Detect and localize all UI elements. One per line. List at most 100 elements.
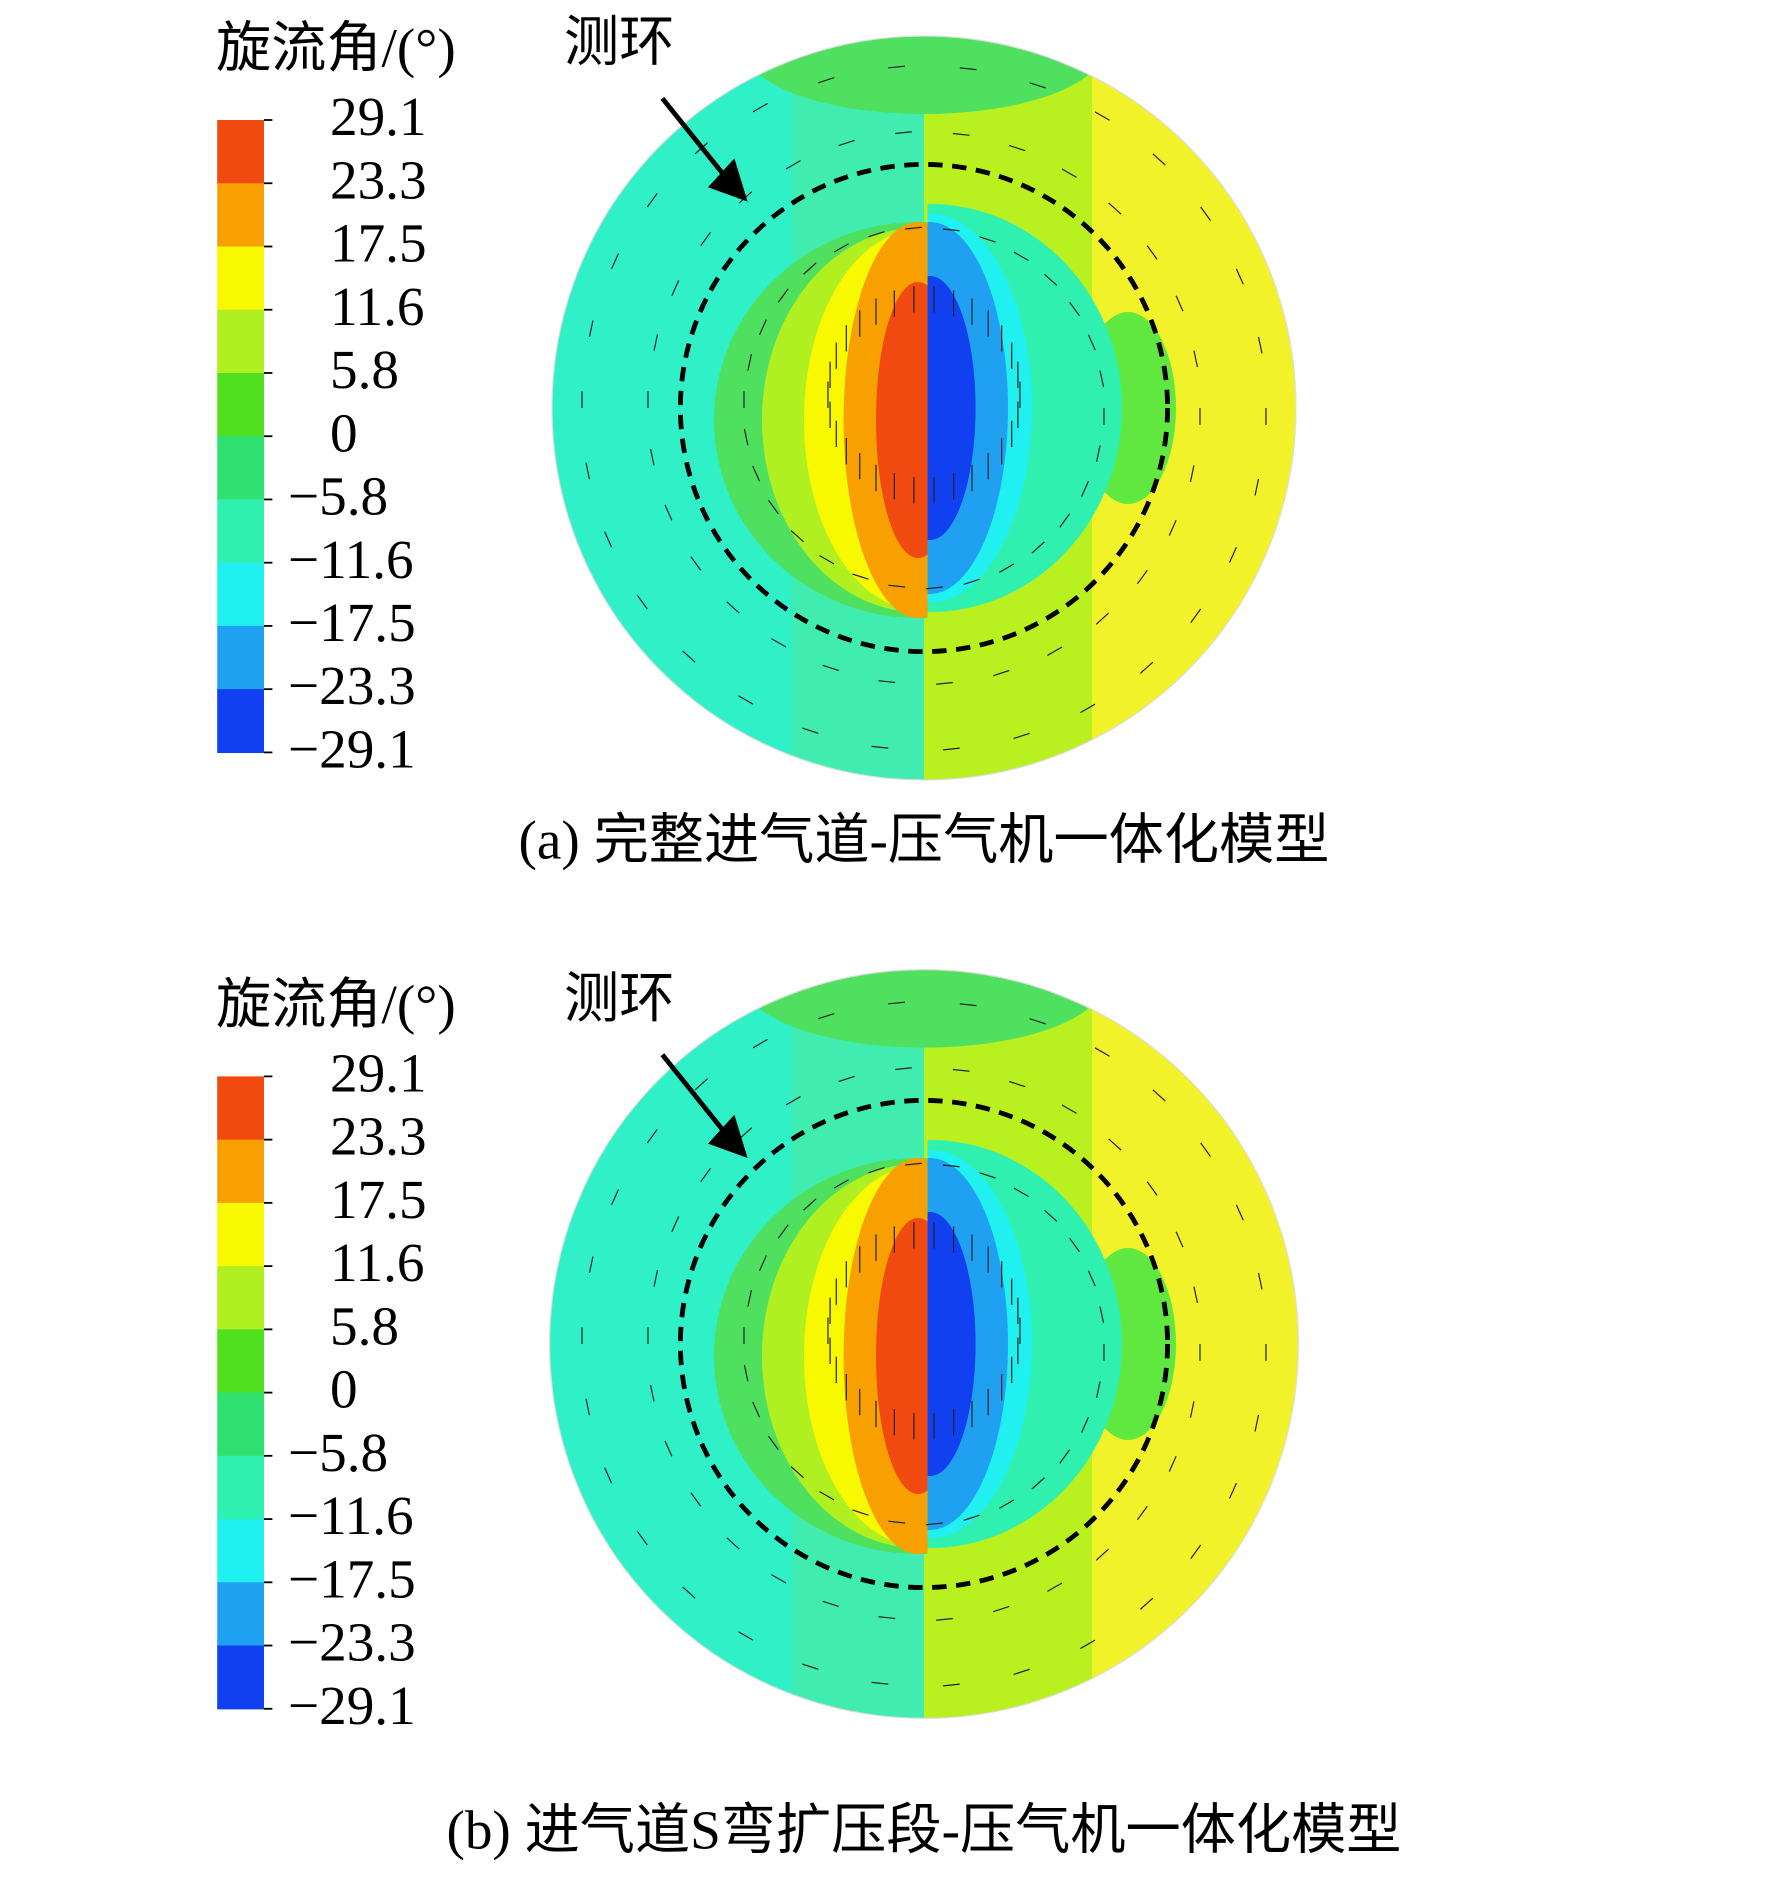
flow-arrow — [803, 1198, 817, 1211]
flow-arrow — [790, 530, 804, 543]
colorbar-band — [217, 1076, 264, 1141]
flow-arrow — [999, 563, 1015, 573]
flow-arrow — [690, 1492, 702, 1507]
flow-arrow — [819, 1490, 835, 1501]
flow-arrow — [818, 76, 835, 84]
colorbar-label: −29.1 — [288, 718, 416, 779]
flow-arrow — [1031, 1477, 1045, 1490]
flow-arrow — [803, 262, 817, 275]
flow-arrow — [838, 139, 855, 147]
flow-arrow — [1136, 569, 1148, 585]
flow-arrow — [1175, 1231, 1184, 1248]
flow-arrow — [785, 160, 801, 170]
flow-arrow — [1193, 350, 1199, 368]
flow-arrow — [802, 727, 819, 734]
flow-arrow — [752, 1038, 768, 1049]
flow-arrow — [738, 1127, 753, 1140]
flow-arrow — [752, 465, 761, 482]
colorbar-label: 11.6 — [330, 1232, 425, 1293]
colorbar-label: 29.1 — [330, 86, 427, 147]
colorbar-label: −23.3 — [288, 655, 416, 716]
flow-arrow — [1235, 1204, 1244, 1221]
colorbar-band — [217, 1582, 264, 1647]
flow-arrow — [700, 231, 712, 247]
flow-arrow — [852, 1509, 869, 1516]
flow-arrow — [1146, 1181, 1158, 1196]
flow-arrow — [1099, 370, 1105, 388]
flow-arrow — [1200, 1142, 1212, 1157]
flow-arrow — [1189, 1401, 1195, 1418]
flow-arrow — [1175, 295, 1184, 312]
outline — [551, 35, 1297, 781]
colorbar-band — [217, 372, 264, 437]
flow-arrow — [743, 1364, 749, 1382]
flow-arrow — [743, 428, 749, 446]
annotation: 测环 — [564, 12, 674, 73]
flow-arrow — [790, 1466, 804, 1479]
flow-arrow — [738, 1631, 754, 1641]
flow-arrow — [905, 226, 922, 230]
caption: (a) 完整进气道-压气机一体化模型 — [519, 810, 1330, 871]
colorbar-label: −5.8 — [288, 466, 388, 527]
flow-arrow — [1152, 1089, 1166, 1102]
flow-arrow — [888, 584, 906, 588]
flow-arrow — [588, 320, 594, 338]
flow-arrow — [1108, 1138, 1122, 1151]
flow-arrow — [1189, 465, 1195, 482]
flow-arrow — [1095, 612, 1110, 625]
flow-arrow — [1047, 646, 1063, 656]
flow-arrow — [1047, 1582, 1063, 1592]
colorbar-label: −11.6 — [288, 1485, 414, 1546]
flow-arrow — [1081, 1416, 1089, 1433]
flow-arrow — [979, 236, 996, 243]
flow-arrow — [649, 1384, 655, 1402]
flow-arrow — [1031, 541, 1045, 554]
caption: (b) 进气道S弯扩压段-压气机一体化模型 — [446, 1800, 1401, 1861]
flow-arrow — [1081, 480, 1089, 497]
colorbar-label: −29.1 — [288, 1675, 416, 1736]
colorbar-label: 23.3 — [330, 149, 427, 210]
flow-arrow — [1009, 1080, 1026, 1088]
flow-arrow — [777, 1224, 789, 1239]
region — [743, 36, 1104, 115]
flow-arrow — [833, 243, 849, 253]
flow-arrow — [1009, 144, 1026, 152]
flow-arrow — [905, 1162, 922, 1166]
flow-arrow — [1152, 153, 1166, 166]
flow-arrow — [819, 554, 835, 565]
flow-arrow — [1190, 608, 1202, 623]
flow-arrow — [942, 747, 960, 751]
flow-arrow — [888, 1001, 906, 1005]
colorbar-band — [217, 1392, 264, 1457]
colorbar-band — [217, 499, 264, 564]
colorbar-band — [217, 689, 264, 754]
flow-arrow — [1069, 301, 1080, 317]
flow-arrow — [1080, 1639, 1096, 1650]
flow-arrow — [1061, 168, 1077, 178]
flow-arrow — [1087, 334, 1096, 351]
flow-arrow — [959, 67, 977, 71]
panel: 旋流角/(°) 29.123.317.511.65.80−5.8−11.6−17.… — [216, 968, 1401, 1861]
flow-arrow — [1193, 1286, 1199, 1304]
flow-arrow — [682, 1586, 696, 1599]
flow-arrow — [1080, 703, 1096, 714]
colorbar-label: 17.5 — [330, 213, 427, 274]
flow-arrow — [1029, 82, 1046, 89]
flow-arrow — [1099, 1306, 1105, 1324]
flow-arrow — [878, 1616, 896, 1620]
colorbar-label: 29.1 — [330, 1042, 427, 1103]
flow-arrow — [888, 1520, 906, 1524]
colorbar-label: −17.5 — [288, 592, 416, 653]
colorbar-band — [217, 1329, 264, 1394]
flow-arrow — [636, 1531, 648, 1546]
flow-arrow — [1108, 202, 1122, 215]
flow-arrow — [942, 1683, 960, 1687]
flow-arrow — [1061, 1104, 1077, 1114]
flow-arrow — [868, 231, 885, 238]
flow-arrow — [1044, 1209, 1058, 1222]
flow-arrow — [1059, 513, 1071, 528]
flow-arrow — [588, 1256, 594, 1274]
flow-arrow — [1136, 1505, 1148, 1521]
flow-arrow — [1168, 520, 1177, 536]
